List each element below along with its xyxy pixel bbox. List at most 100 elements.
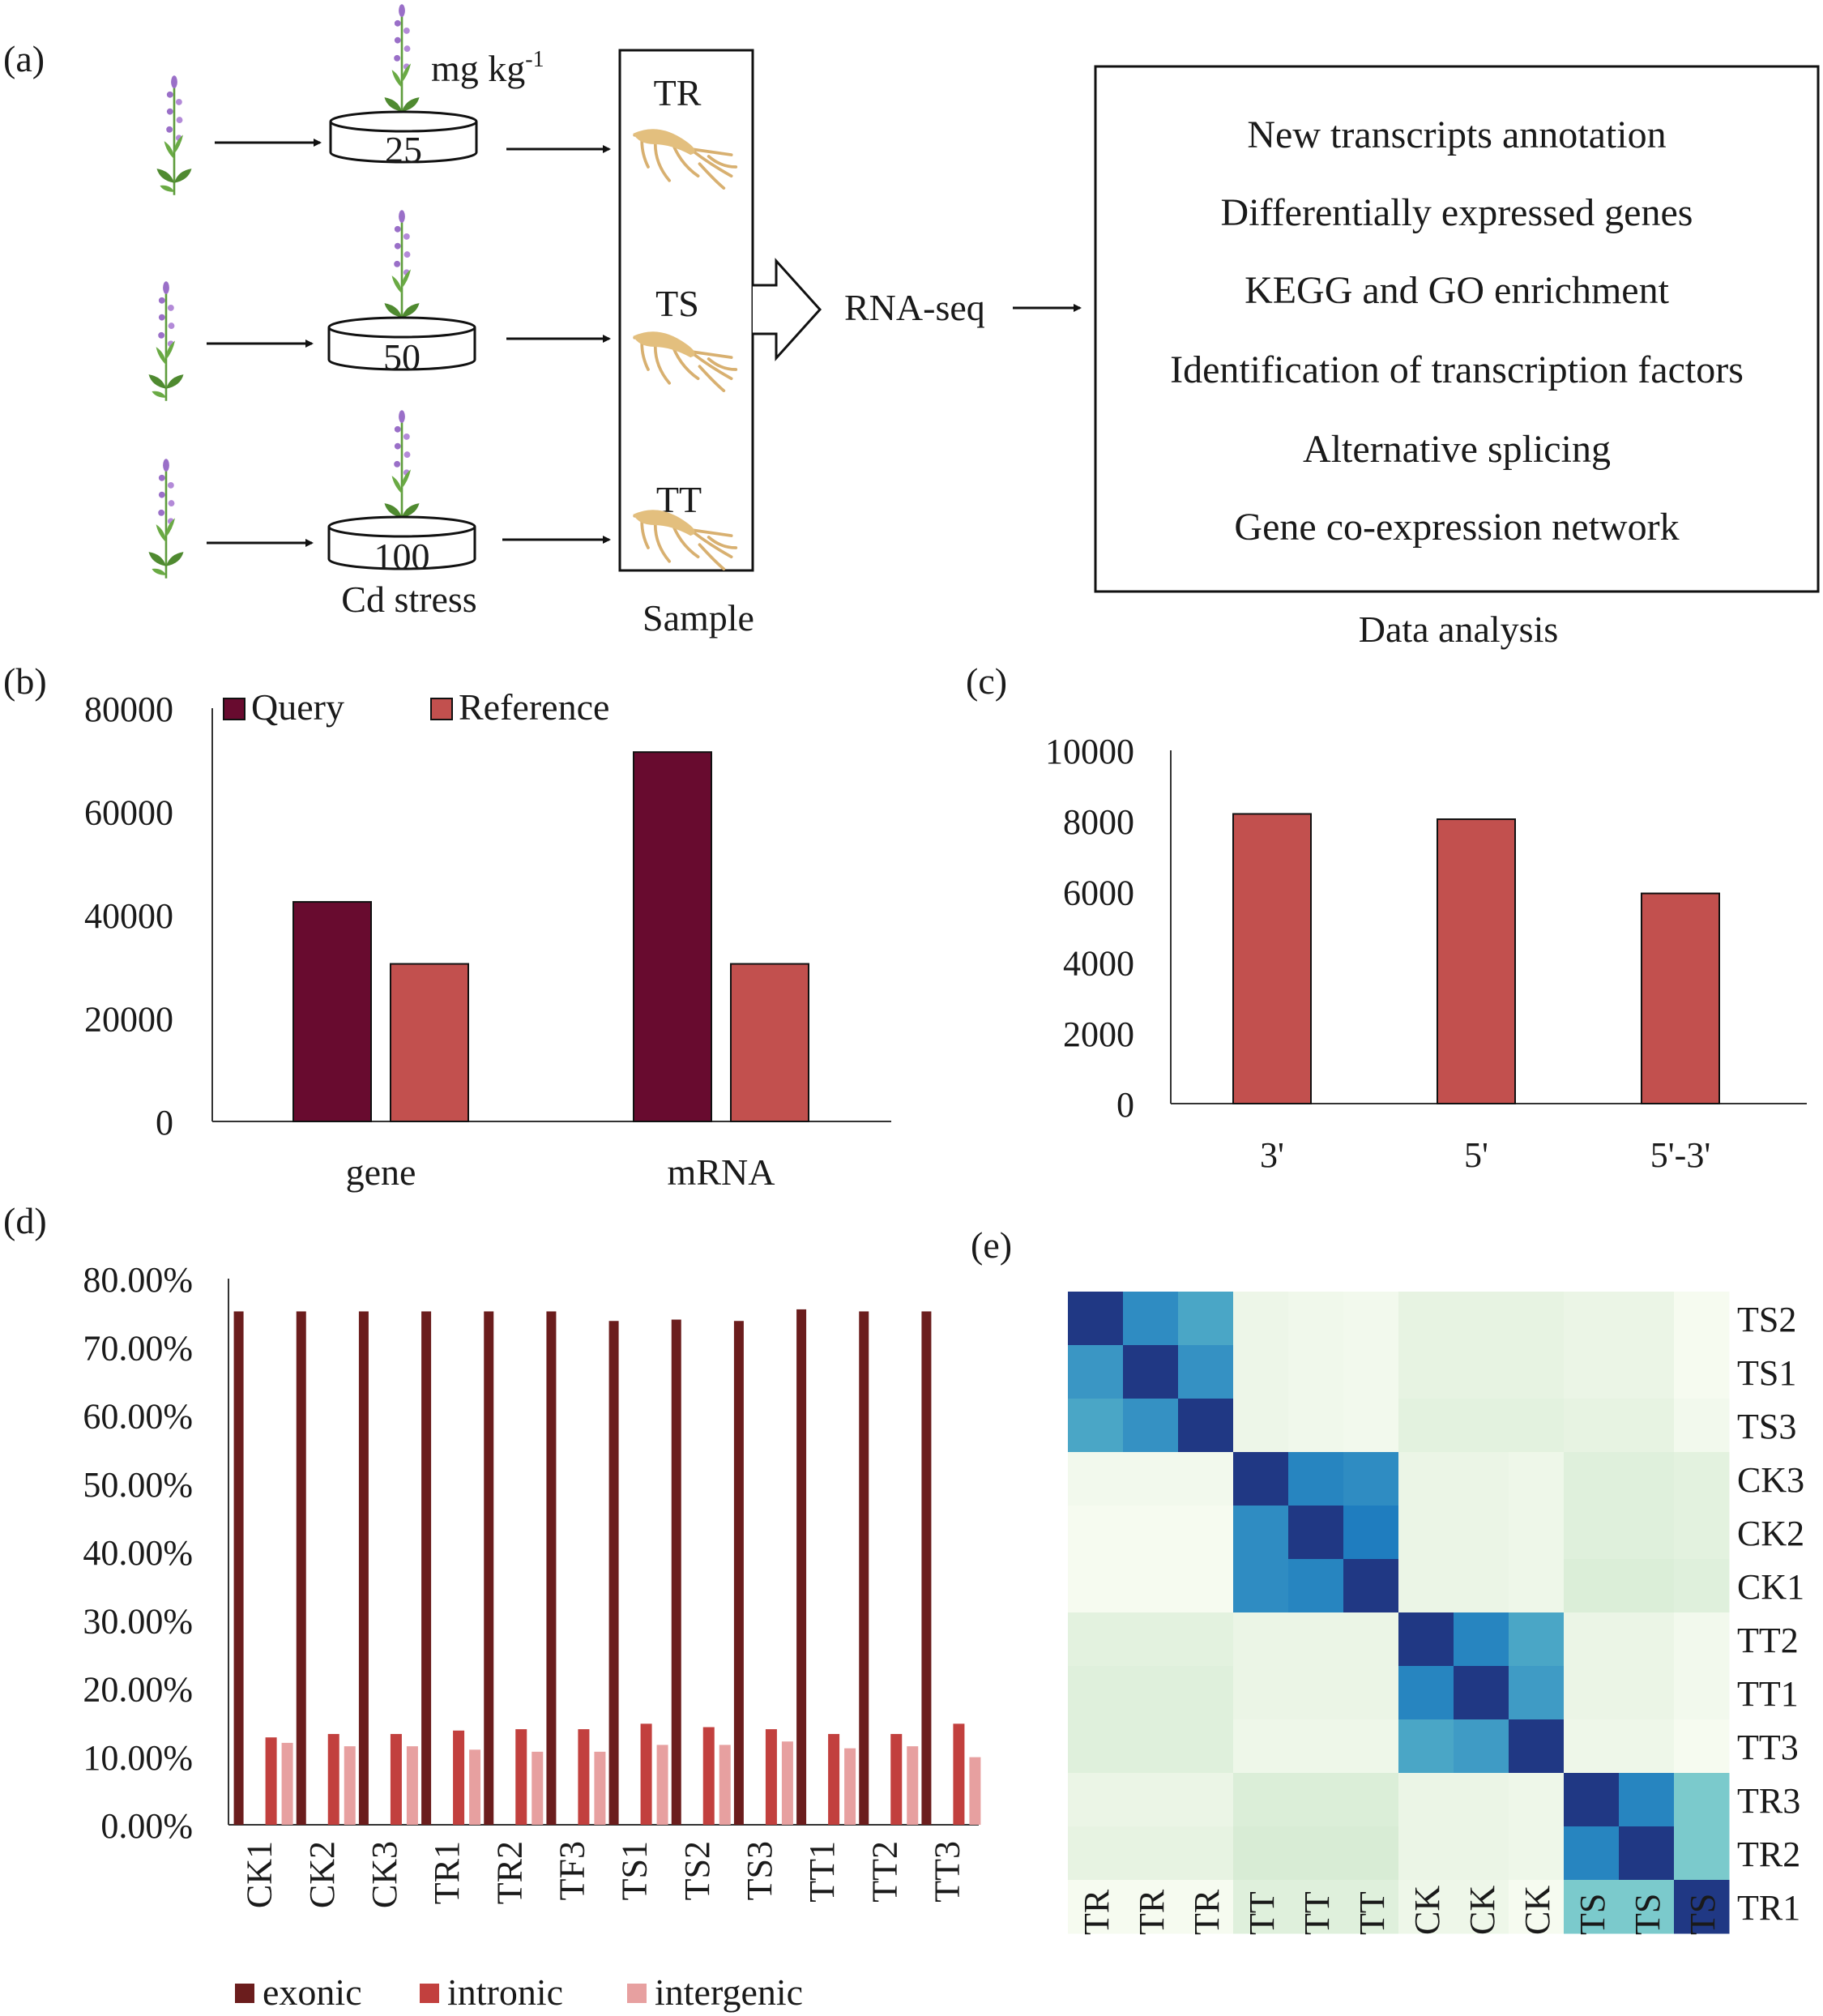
y-tick-label: 4000 [1063,944,1134,984]
heatmap-cell [1233,1506,1289,1560]
heatmap-cell [1178,1292,1234,1346]
bar-intronic [640,1723,652,1825]
row-label: TR2 [1737,1834,1800,1874]
heatmap-cell [1123,1666,1179,1720]
heatmap-cell [1123,1506,1179,1560]
panel-c-label: (c) [966,660,1007,702]
heatmap-cell [1509,1399,1565,1453]
heatmap-cell [1509,1292,1565,1346]
bar-exonic [358,1311,369,1825]
bar-query [292,901,372,1122]
heatmap-cell [1123,1719,1179,1774]
heatmap-cell [1619,1880,1675,1934]
bar-exonic [733,1321,744,1825]
x-tick-label: TS1 [615,1841,655,1900]
column-label: TT [1352,1891,1392,1935]
x-tick-label: 5'-3' [1650,1135,1711,1175]
chart-d: 0.00% 10.00% 20.00% 30.00% 40.00% 50.00% 60.00… [83,1260,981,2013]
bar-intronic [390,1733,402,1825]
heatmap-cell [1398,1399,1454,1453]
legend-swatch [420,1984,439,2003]
heatmap-cell [1454,1719,1509,1774]
heatmap-cell [1233,1666,1289,1720]
heatmap-cell [1343,1399,1399,1453]
x-tick-label: 5' [1464,1135,1488,1175]
bar-intronic [828,1733,840,1825]
heatmap-cell [1343,1612,1399,1667]
y-tick-label: 0 [156,1103,173,1143]
heatmap-cell [1564,1399,1620,1453]
heatmap-cell [1343,1345,1399,1399]
heatmap-cell [1233,1292,1289,1346]
heatmap-cell [1619,1559,1675,1613]
heatmap-cell [1564,1880,1620,1934]
heatmap-cell [1674,1506,1730,1560]
heatmap-cell [1068,1292,1124,1346]
heatmap-cell [1123,1452,1179,1506]
heatmap-cell [1454,1826,1509,1881]
x-tick-label: CK3 [365,1841,404,1908]
heatmap-cell [1509,1612,1565,1667]
heatmap-cell [1068,1399,1124,1453]
heatmap-cell [1123,1292,1179,1346]
row-label: TT3 [1737,1728,1799,1767]
heatmap-cell [1178,1399,1234,1453]
row-label: TS1 [1737,1353,1796,1393]
chart-b: 0 20000 40000 60000 80000 gene mRNA Query Refere… [84,686,891,1193]
bar-intergenic [781,1741,793,1825]
analysis-item: Gene co-expression network [1234,506,1679,549]
column-label: TR [1077,1889,1116,1935]
panel-b-label: (b) [3,660,47,702]
heatmap-cell [1288,1666,1344,1720]
heatmap-cell [1564,1719,1620,1774]
plant-icon [148,459,183,578]
heatmap-cell [1343,1452,1399,1506]
heatmap-cell [1288,1506,1344,1560]
column-label: CK [1518,1886,1557,1935]
heatmap-cell [1068,1773,1124,1827]
column-label: CK [1407,1886,1447,1935]
row-label: TR1 [1737,1888,1800,1928]
bar-intronic [578,1729,590,1825]
bar-intergenic [406,1746,418,1825]
bar-intergenic [281,1742,293,1825]
row-label: TS2 [1737,1300,1796,1339]
heatmap-cell [1233,1880,1289,1934]
heatmap-cell [1233,1345,1289,1399]
heatmap-cell [1564,1345,1620,1399]
y-tick-label: 10.00% [83,1738,193,1778]
chart-c: 0 2000 4000 6000 8000 10000 3' 5' 5'-3' [1045,732,1807,1175]
analysis-item: Identification of transcription factors [1170,348,1744,391]
bar-intronic [515,1729,527,1825]
row-label: CK3 [1737,1460,1804,1500]
heatmap-cell [1288,1773,1344,1827]
dose-label: 100 [374,536,430,577]
heatmap-cell [1123,1399,1179,1453]
bar-exonic [421,1311,432,1825]
row-label: TT1 [1737,1674,1799,1714]
heatmap-cell [1674,1719,1730,1774]
y-tick-label: 6000 [1063,873,1134,912]
bar-reference [730,963,809,1122]
heatmap-cell [1619,1452,1675,1506]
rnaseq-label: RNA-seq [844,287,985,328]
heatmap-cell [1398,1666,1454,1720]
bar-exonic [296,1311,306,1825]
heatmap-cell [1233,1773,1289,1827]
row-label: TT2 [1737,1621,1799,1660]
x-tick-label: gene [346,1151,416,1193]
heatmap-cell [1674,1773,1730,1827]
heatmap-cell [1454,1345,1509,1399]
bar-intergenic [907,1746,919,1825]
x-tick-label: TF3 [552,1841,591,1900]
heatmap-cell [1509,1880,1565,1934]
heatmap-cell [1564,1559,1620,1613]
column-label: TS [1573,1894,1612,1935]
analysis-item: KEGG and GO enrichment [1245,269,1670,312]
bar-exonic [796,1309,807,1825]
sample-label: Sample [643,597,754,639]
plant-icon [384,4,419,123]
column-label: CK [1462,1886,1502,1935]
pot-100: 100 [327,410,476,577]
heatmap-cell [1619,1292,1675,1346]
